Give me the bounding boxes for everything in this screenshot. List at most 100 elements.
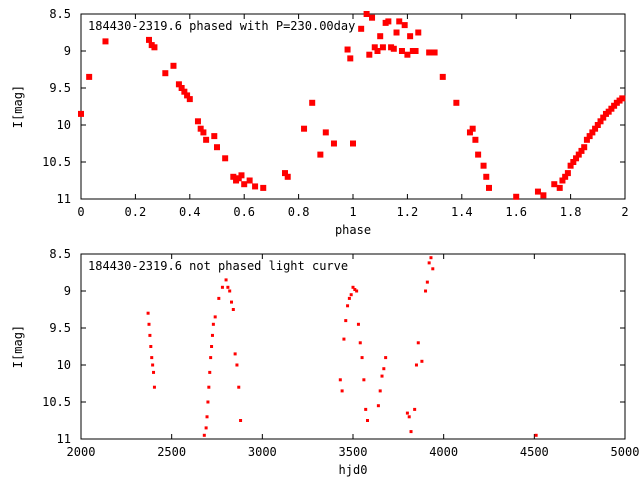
data-point	[197, 125, 204, 132]
data-point	[206, 400, 210, 404]
data-point	[453, 99, 460, 106]
data-point	[207, 385, 211, 389]
data-point	[151, 44, 158, 51]
data-point	[426, 49, 433, 56]
data-point	[78, 110, 84, 117]
data-point	[102, 38, 109, 45]
data-point	[420, 359, 424, 363]
data-point	[385, 18, 392, 25]
data-point	[200, 129, 207, 136]
data-point	[431, 49, 438, 56]
data-point	[396, 18, 403, 25]
data-point	[382, 367, 386, 371]
data-point	[239, 419, 243, 422]
data-point	[252, 183, 259, 190]
data-point	[475, 151, 482, 158]
data-point	[559, 177, 566, 184]
data-point	[358, 25, 365, 32]
x-tick-label: 2000	[67, 445, 96, 459]
data-point	[344, 46, 351, 53]
data-point	[415, 29, 422, 36]
data-point	[581, 144, 588, 151]
data-point	[401, 22, 408, 29]
y-tick-label: 10.5	[42, 395, 71, 409]
data-point	[170, 62, 177, 69]
data-point	[237, 385, 241, 389]
x-tick-label: 1.6	[505, 205, 527, 219]
data-point	[204, 426, 208, 430]
data-point	[472, 136, 479, 143]
data-point	[407, 415, 411, 419]
data-point	[379, 44, 386, 51]
data-point	[222, 155, 229, 162]
data-point	[366, 419, 370, 422]
data-point	[347, 296, 351, 300]
data-point	[146, 311, 150, 315]
y-tick-label: 11	[57, 432, 71, 446]
data-point	[209, 356, 213, 360]
data-point	[377, 33, 384, 40]
y-tick-label: 9	[64, 44, 71, 58]
data-point	[409, 430, 413, 434]
data-point	[414, 363, 418, 367]
x-tick-label: 4000	[429, 445, 458, 459]
x-tick-label: 5000	[611, 445, 640, 459]
data-point	[600, 114, 607, 121]
data-point	[178, 85, 185, 91]
data-point	[226, 285, 230, 289]
y-tick-label: 8.5	[49, 7, 71, 21]
data-point	[210, 333, 214, 337]
data-point	[425, 280, 429, 284]
plot-frame	[80, 13, 626, 200]
data-point	[152, 385, 156, 389]
data-point	[301, 125, 308, 132]
data-point	[353, 288, 357, 292]
x-tick-label: 0.2	[125, 205, 147, 219]
data-point	[551, 181, 558, 188]
data-point	[230, 173, 237, 180]
data-point	[213, 315, 217, 319]
data-point	[217, 296, 221, 300]
data-point	[228, 289, 232, 293]
data-point	[211, 133, 218, 140]
data-point	[203, 136, 210, 143]
data-point	[534, 188, 541, 195]
data-point	[404, 51, 411, 58]
x-axis-label: phase	[335, 223, 371, 237]
data-point	[376, 404, 380, 408]
data-point	[431, 267, 435, 271]
data-point	[347, 55, 354, 62]
data-point	[380, 374, 384, 378]
data-point	[202, 433, 206, 437]
data-point	[246, 177, 253, 184]
data-point	[556, 184, 563, 191]
data-point	[241, 181, 248, 188]
data-point	[597, 118, 604, 125]
y-axis-label: I[mag]	[11, 85, 25, 128]
data-point	[214, 144, 220, 151]
data-point	[540, 192, 547, 199]
data-point	[184, 92, 191, 99]
data-point	[146, 36, 152, 43]
data-point	[393, 29, 400, 36]
data-point	[231, 308, 235, 311]
data-point	[309, 99, 316, 106]
data-point	[570, 159, 577, 165]
data-point	[356, 322, 360, 326]
x-tick-label: 0.4	[179, 205, 201, 219]
chart-panel-2: 2000 2500 3000 3500 4000 4500 5000 8.5 9 9.5 10 10.…	[11, 247, 639, 477]
data-point	[362, 378, 366, 382]
data-point	[360, 356, 364, 360]
data-point	[186, 96, 193, 103]
data-point	[439, 73, 446, 80]
data-point	[210, 345, 214, 348]
data-point	[260, 184, 267, 191]
data-point	[149, 345, 153, 348]
data-point	[150, 356, 154, 360]
data-point	[592, 125, 599, 132]
data-point	[384, 356, 388, 360]
x-tick-label: 1.4	[451, 205, 473, 219]
data-point	[235, 363, 239, 367]
data-point	[355, 289, 359, 293]
